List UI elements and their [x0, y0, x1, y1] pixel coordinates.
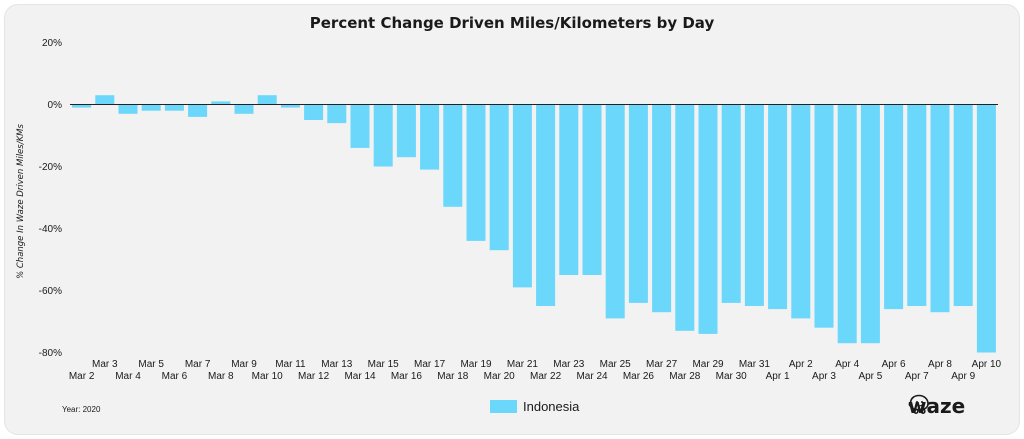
x-tick-label: Mar 5: [138, 359, 164, 370]
bar-apr-4: [837, 104, 857, 344]
waze-icon: [908, 394, 929, 414]
bar-mar-26: [628, 104, 648, 303]
x-tick-label: Mar 27: [646, 359, 678, 370]
x-tick-label: Mar 14: [344, 371, 376, 382]
x-tick-label: Mar 12: [298, 371, 330, 382]
bar-apr-2: [791, 104, 811, 319]
bar-mar-24: [582, 104, 602, 275]
bar-apr-1: [768, 104, 788, 310]
x-tick-label: Mar 28: [669, 371, 701, 382]
y-tick-label: -40%: [39, 224, 62, 235]
legend[interactable]: Indonesia: [490, 399, 579, 414]
x-tick-label: Mar 25: [600, 359, 632, 370]
bar-mar-22: [536, 104, 556, 306]
x-tick-label: Mar 2: [69, 371, 95, 382]
bar-mar-19: [466, 104, 486, 241]
bar-mar-6: [164, 104, 184, 111]
bar-mar-2: [72, 104, 92, 108]
x-tick-label: Mar 8: [208, 371, 234, 382]
x-tick-label: Mar 19: [460, 359, 492, 370]
x-tick-label: Mar 6: [162, 371, 188, 382]
bar-mar-12: [304, 104, 324, 120]
x-tick-label: Apr 10: [972, 359, 1002, 370]
x-tick-label: Apr 2: [789, 359, 813, 370]
bar-mar-10: [257, 95, 277, 105]
y-tick-label: -20%: [39, 162, 62, 173]
x-tick-label: Mar 24: [576, 371, 608, 382]
bar-apr-6: [884, 104, 904, 310]
bar-mar-21: [512, 104, 532, 288]
x-tick-label: Mar 10: [252, 371, 284, 382]
x-tick-label: Mar 20: [484, 371, 516, 382]
bar-mar-17: [420, 104, 440, 170]
bar-mar-3: [95, 95, 115, 105]
bar-mar-14: [350, 104, 370, 148]
bar-mar-31: [744, 104, 764, 306]
bar-mar-20: [489, 104, 509, 251]
x-tick-label: Mar 26: [623, 371, 655, 382]
y-tick-label: -80%: [39, 348, 62, 359]
y-tick-label: 20%: [42, 38, 62, 49]
chart-title: Percent Change Driven Miles/Kilometers b…: [309, 14, 715, 32]
legend-swatch: [490, 400, 517, 413]
x-tick-label: Mar 18: [437, 371, 469, 382]
bar-mar-28: [675, 104, 695, 331]
y-axis-label: % Change In Waze Driven Miles/KMs: [16, 124, 26, 279]
year-footnote: Year: 2020: [62, 405, 101, 414]
x-tick-label: Mar 29: [692, 359, 724, 370]
bar-mar-18: [443, 104, 463, 207]
bar-mar-15: [373, 104, 393, 167]
bar-apr-10: [976, 104, 996, 353]
x-tick-label: Apr 3: [812, 371, 836, 382]
bar-apr-9: [953, 104, 973, 306]
bar-mar-30: [721, 104, 741, 303]
x-tick-label: Mar 22: [530, 371, 562, 382]
x-tick-label: Mar 30: [716, 371, 748, 382]
bar-mar-4: [118, 104, 138, 114]
x-tick-label: Mar 23: [553, 359, 585, 370]
x-tick-label: Apr 7: [905, 371, 929, 382]
bar-apr-3: [814, 104, 834, 328]
x-tick-label: Mar 16: [391, 371, 423, 382]
bar-mar-16: [396, 104, 416, 158]
x-tick-label: Apr 9: [951, 371, 975, 382]
bar-mar-25: [605, 104, 625, 319]
x-tick-label: Apr 1: [766, 371, 790, 382]
x-tick-label: Mar 31: [739, 359, 771, 370]
y-tick-label: -60%: [39, 286, 62, 297]
legend-label: Indonesia: [523, 399, 580, 414]
bar-mar-13: [327, 104, 347, 124]
x-tick-label: Mar 3: [92, 359, 118, 370]
x-tick-label: Mar 7: [185, 359, 211, 370]
x-tick-label: Mar 11: [275, 359, 306, 370]
x-tick-label: Mar 21: [507, 359, 539, 370]
x-tick-label: Apr 6: [882, 359, 906, 370]
x-tick-label: Mar 17: [414, 359, 446, 370]
bar-apr-7: [907, 104, 927, 306]
bar-mar-29: [698, 104, 718, 334]
y-tick-label: 0%: [48, 100, 63, 111]
bar-mar-7: [188, 104, 208, 117]
bar-mar-9: [234, 104, 254, 114]
bar-apr-8: [930, 104, 950, 313]
bar-apr-5: [860, 104, 880, 344]
bar-mar-8: [211, 101, 231, 105]
waze-logo: waze: [908, 394, 965, 418]
bar-mar-27: [652, 104, 672, 313]
x-tick-label: Apr 4: [835, 359, 859, 370]
x-tick-label: Apr 5: [858, 371, 882, 382]
bar-mar-5: [141, 104, 161, 111]
x-tick-label: Mar 15: [368, 359, 400, 370]
bar-mar-23: [559, 104, 579, 275]
bar-mar-11: [280, 104, 300, 108]
x-tick-label: Apr 8: [928, 359, 952, 370]
x-tick-label: Mar 4: [115, 371, 141, 382]
x-tick-label: Mar 9: [231, 359, 257, 370]
x-tick-label: Mar 13: [321, 359, 353, 370]
